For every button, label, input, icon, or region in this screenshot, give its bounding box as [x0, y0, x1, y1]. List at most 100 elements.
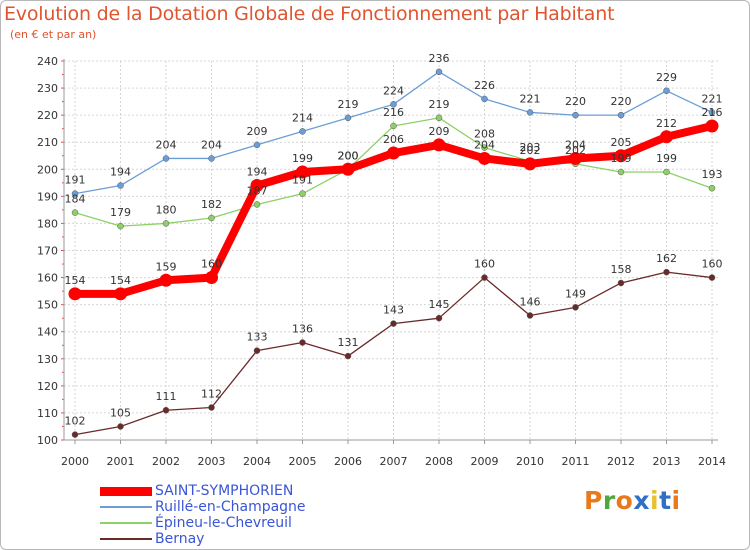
data-label-epineu-le-chevreuil: 203 [520, 141, 541, 154]
data-label-epineu-le-chevreuil: 199 [611, 152, 632, 165]
data-label-epineu-le-chevreuil: 219 [429, 98, 450, 111]
data-point-ruille-en-champagne [435, 68, 443, 76]
data-point-saint-symphorien [159, 273, 173, 287]
y-tick-label: 190 [37, 190, 58, 203]
data-label-ruille-en-champagne: 221 [520, 92, 541, 105]
x-tick-label: 2005 [289, 455, 317, 468]
data-label-bernay: 143 [383, 304, 404, 317]
y-tick-label: 180 [37, 217, 58, 230]
data-label-saint-symphorien: 154 [65, 274, 86, 287]
data-label-saint-symphorien: 202 [520, 144, 541, 157]
data-label-bernay: 131 [338, 336, 359, 349]
data-label-ruille-en-champagne: 236 [429, 52, 450, 65]
x-tick-label: 2007 [380, 455, 408, 468]
data-point-ruille-en-champagne [71, 190, 79, 197]
data-label-bernay: 112 [201, 388, 222, 401]
x-tick-label: 2004 [243, 455, 271, 468]
x-tick-label: 2012 [607, 455, 635, 468]
data-label-epineu-le-chevreuil: 202 [565, 144, 586, 157]
data-label-bernay: 146 [520, 295, 541, 308]
data-point-epineu-le-chevreuil [481, 144, 488, 151]
x-tick-label: 2003 [198, 455, 226, 468]
data-point-ruille-en-champagne [162, 155, 170, 162]
data-label-bernay: 149 [565, 287, 586, 300]
series-lines [68, 68, 719, 438]
legend-label: Bernay [155, 531, 205, 547]
data-point-epineu-le-chevreuil [663, 168, 670, 176]
data-label-ruille-en-champagne: 220 [611, 95, 632, 108]
data-point-bernay [71, 431, 79, 438]
data-point-saint-symphorien [205, 271, 218, 285]
data-label-epineu-le-chevreuil: 199 [656, 152, 677, 165]
data-point-ruille-en-champagne [117, 182, 124, 189]
data-point-ruille-en-champagne [344, 114, 352, 122]
x-tick-label: 2008 [425, 455, 453, 468]
data-point-bernay [617, 279, 625, 287]
legend-item-bernay: Bernay [100, 531, 360, 547]
data-point-ruille-en-champagne [526, 109, 534, 116]
data-point-bernay [299, 339, 306, 346]
data-point-epineu-le-chevreuil [435, 114, 443, 122]
data-point-bernay [572, 304, 579, 311]
data-label-saint-symphorien: 216 [702, 106, 723, 119]
legend-swatch [100, 522, 152, 524]
data-label-ruille-en-champagne: 229 [656, 71, 677, 84]
data-point-saint-symphorien [387, 146, 400, 160]
y-tick-label: 200 [37, 163, 58, 176]
data-point-saint-symphorien [614, 149, 628, 163]
x-tick-label: 2014 [698, 455, 726, 468]
data-label-ruille-en-champagne: 204 [156, 138, 177, 151]
data-label-bernay: 136 [292, 323, 313, 336]
data-point-ruille-en-champagne [572, 111, 579, 119]
data-label-ruille-en-champagne: 209 [247, 125, 268, 138]
legend: SAINT-SYMPHORIEN Ruillé-en-Champagne Épine… [100, 483, 360, 547]
data-label-epineu-le-chevreuil: 182 [201, 198, 222, 211]
data-point-bernay [390, 320, 397, 327]
data-point-ruille-en-champagne [481, 95, 488, 103]
data-label-epineu-le-chevreuil: 184 [65, 193, 86, 206]
data-point-epineu-le-chevreuil [708, 184, 716, 192]
y-tick-label: 160 [37, 272, 58, 285]
data-point-epineu-le-chevreuil [253, 201, 261, 208]
data-label-ruille-en-champagne: 221 [702, 92, 723, 105]
data-point-ruille-en-champagne [208, 155, 215, 162]
legend-item-saint-symphorien: SAINT-SYMPHORIEN [100, 483, 360, 499]
data-label-bernay: 160 [702, 258, 723, 271]
data-point-saint-symphorien [569, 151, 582, 165]
legend-label: SAINT-SYMPHORIEN [155, 483, 294, 499]
data-label-saint-symphorien: 194 [247, 166, 268, 179]
data-point-saint-symphorien [68, 287, 82, 301]
data-point-saint-symphorien [478, 151, 491, 165]
legend-label: Ruillé-en-Champagne [155, 499, 306, 515]
data-point-ruille-en-champagne [390, 101, 397, 108]
data-point-saint-symphorien [341, 162, 355, 176]
data-label-ruille-en-champagne: 224 [383, 84, 404, 97]
data-point-bernay [526, 312, 534, 319]
data-point-saint-symphorien [432, 138, 446, 152]
data-label-ruille-en-champagne: 220 [565, 95, 586, 108]
data-label-epineu-le-chevreuil: 180 [156, 203, 177, 216]
data-label-saint-symphorien: 205 [611, 136, 632, 149]
data-label-bernay: 111 [156, 390, 177, 403]
data-label-saint-symphorien: 204 [474, 138, 495, 151]
x-tick-label: 2011 [562, 455, 590, 468]
data-point-bernay [162, 406, 170, 414]
x-tick-label: 2010 [516, 455, 544, 468]
data-label-saint-symphorien: 206 [383, 133, 404, 146]
y-tick-label: 210 [37, 136, 58, 149]
x-tick-label: 2001 [107, 455, 135, 468]
x-tick-label: 2013 [653, 455, 681, 468]
brand-logo: Proxiti [584, 486, 681, 515]
data-point-epineu-le-chevreuil [71, 209, 79, 216]
x-tick-label: 2002 [152, 455, 180, 468]
data-label-epineu-le-chevreuil: 208 [474, 128, 495, 141]
data-label-ruille-en-champagne: 214 [292, 111, 313, 124]
data-point-epineu-le-chevreuil [617, 168, 625, 176]
data-point-ruille-en-champagne [299, 128, 306, 135]
data-point-ruille-en-champagne [708, 109, 716, 116]
legend-swatch [100, 487, 152, 496]
y-tick-label: 110 [37, 407, 58, 420]
y-tick-label: 140 [37, 326, 58, 339]
y-tick-label: 240 [37, 55, 58, 68]
